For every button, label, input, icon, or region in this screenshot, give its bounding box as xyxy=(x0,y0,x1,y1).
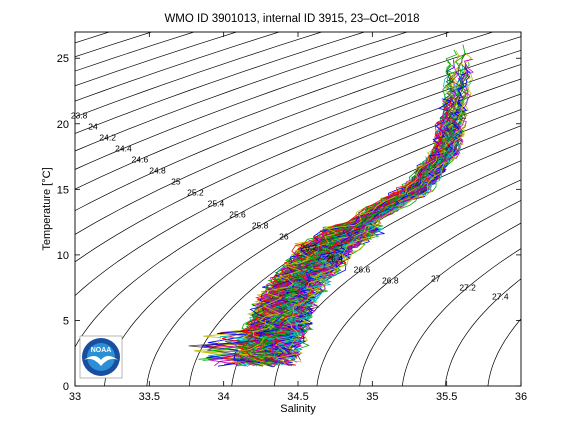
density-contour xyxy=(75,64,521,263)
density-contour-label: 26.2 xyxy=(300,243,317,253)
axis-ticks: 33 33.5 34 34.5 35 35.5 36 0 5 10 15 20 25 xyxy=(57,32,527,403)
density-contour-label: 23.8 xyxy=(71,110,88,120)
density-contour-label: 24.8 xyxy=(149,166,166,176)
density-contour xyxy=(401,248,521,386)
y-tick-label: 20 xyxy=(57,119,69,131)
x-tick-label: 34.5 xyxy=(287,391,308,403)
density-contour xyxy=(487,318,521,386)
x-tick-label: 34 xyxy=(218,391,230,403)
density-contour-label: 24.4 xyxy=(115,143,132,153)
density-contour-label: 25.4 xyxy=(208,199,225,209)
ts-profile-line xyxy=(245,99,452,364)
density-contour-label: 27 xyxy=(431,274,441,284)
ts-profile-line xyxy=(274,104,466,366)
ts-profile-line xyxy=(241,98,453,361)
density-contour xyxy=(75,49,521,235)
density-contour xyxy=(444,278,521,386)
density-contour-label: 24.6 xyxy=(132,154,149,164)
x-axis-label: Salinity xyxy=(280,403,316,415)
x-tick-label: 35.5 xyxy=(436,391,457,403)
density-contour xyxy=(75,32,451,170)
ts-profile-line xyxy=(271,119,463,367)
density-contour xyxy=(75,78,521,297)
density-contour xyxy=(75,32,281,102)
ts-profile-line xyxy=(258,80,467,360)
density-contour-label: 27.2 xyxy=(459,282,476,292)
density-contour xyxy=(75,32,409,152)
density-contour-label: 24 xyxy=(88,121,98,131)
density-contour xyxy=(75,32,366,134)
ts-profile-line xyxy=(262,150,448,362)
x-tick-label: 33.5 xyxy=(139,391,160,403)
y-tick-label: 5 xyxy=(63,315,69,327)
ts-profile-line xyxy=(258,126,454,364)
ts-profile-line xyxy=(235,159,434,363)
density-contour xyxy=(316,200,521,386)
density-contour xyxy=(75,36,521,212)
chart-title: WMO ID 3901013, internal ID 3915, 23–Oct… xyxy=(164,13,419,25)
y-tick-label: 10 xyxy=(57,250,69,262)
density-contour-label: 25.2 xyxy=(187,188,204,198)
y-tick-label: 0 xyxy=(63,381,69,393)
x-tick-label: 36 xyxy=(515,391,527,403)
logo-inner-disc xyxy=(87,343,115,371)
noaa-logo: NOAA xyxy=(79,335,123,379)
density-contour-label: 27.4 xyxy=(492,291,509,301)
profile-lines xyxy=(188,44,474,368)
density-contour-label: 26.4 xyxy=(326,254,343,264)
density-contour xyxy=(75,93,521,348)
density-contour-label: 25.6 xyxy=(229,210,246,220)
density-contour xyxy=(146,125,521,386)
density-contour xyxy=(75,32,494,190)
y-tick-label: 15 xyxy=(57,184,69,196)
ts-profile-line xyxy=(263,111,464,366)
ts-profile-line xyxy=(210,44,466,365)
y-tick-label: 25 xyxy=(57,53,69,65)
x-tick-label: 35 xyxy=(366,391,378,403)
density-contour xyxy=(104,109,521,386)
density-contour xyxy=(359,222,521,386)
x-tick-label: 33 xyxy=(69,391,81,403)
density-contour-label: 26.6 xyxy=(354,265,371,275)
logo-gull xyxy=(84,356,118,366)
y-axis-label: Temperature [°C] xyxy=(41,167,53,250)
density-contour xyxy=(75,32,323,118)
density-contour-label: 25.8 xyxy=(252,221,269,231)
density-contour-label: 25 xyxy=(171,177,181,187)
density-contour-label: 24.2 xyxy=(99,132,116,142)
ts-profile-line xyxy=(242,106,452,363)
density-contour-label: 26 xyxy=(279,232,289,242)
density-contour-label: 26.8 xyxy=(382,276,399,286)
logo-text: NOAA xyxy=(91,347,112,354)
ts-profile-line xyxy=(201,98,452,363)
density-contour xyxy=(75,32,238,87)
